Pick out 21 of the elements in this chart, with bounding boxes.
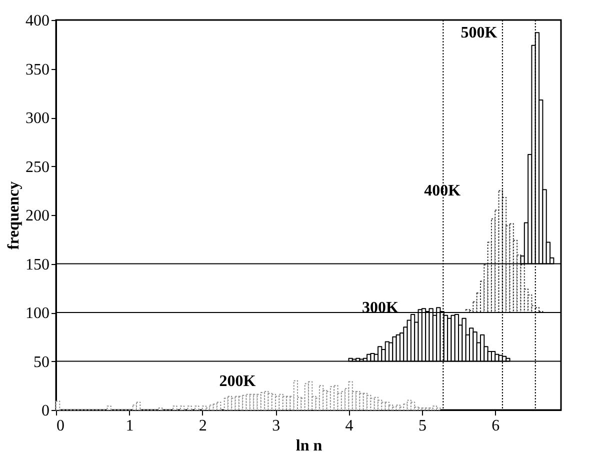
- x-tick-label: 4: [345, 418, 354, 434]
- y-tick-label: 200: [26, 208, 50, 224]
- y-tick-label: 50: [34, 354, 50, 371]
- x-tick-label: 6: [492, 418, 500, 434]
- x-tick-label: 0: [56, 418, 64, 434]
- y-tick-label: 150: [26, 256, 50, 274]
- x-tick-label: 2: [198, 418, 207, 434]
- series-label: 200K: [219, 372, 256, 390]
- text: 400K: [424, 182, 462, 200]
- y-tick-label: 300: [26, 110, 50, 127]
- x-axis-title: ln n: [296, 438, 322, 454]
- y-axis-title: frequency: [6, 181, 22, 250]
- x-tick-label: 5: [418, 418, 426, 434]
- x-tick-label: 3: [272, 418, 280, 434]
- y-tick-label: 400: [26, 12, 50, 30]
- text: 500K: [460, 24, 498, 42]
- x-tick-label: 1: [126, 418, 134, 434]
- y-tick-label: 0: [42, 402, 50, 420]
- y-tick-label: 100: [26, 305, 50, 322]
- y-tick-label: 250: [26, 158, 50, 176]
- y-tick-label: 350: [26, 61, 50, 78]
